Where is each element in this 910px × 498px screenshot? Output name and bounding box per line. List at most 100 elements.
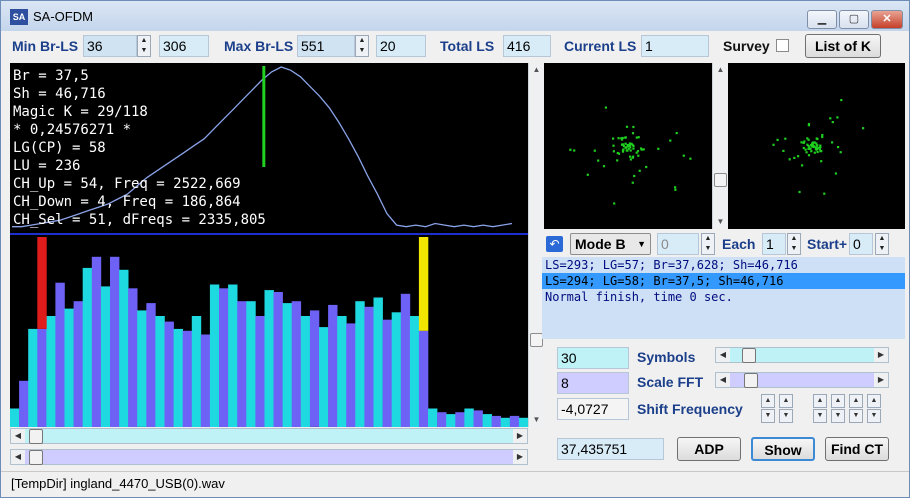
spectrum-bar <box>400 293 411 427</box>
coordinate-value: 37,435751 <box>557 438 664 460</box>
slider-thumb[interactable] <box>29 450 43 465</box>
slider-thumb[interactable] <box>742 348 756 363</box>
scroll-thumb[interactable] <box>530 333 543 347</box>
max-brls-spinner[interactable]: ▲ ▼ <box>355 35 369 57</box>
spin-up-icon[interactable]: ▲ <box>790 235 798 242</box>
shift-down-button[interactable]: ▼ <box>849 409 863 423</box>
show-button[interactable]: Show <box>751 437 815 461</box>
spin-down-icon[interactable]: ▼ <box>140 47 148 54</box>
constellation-point <box>806 137 809 140</box>
log-line[interactable]: Normal finish, time 0 sec. <box>545 290 733 304</box>
spin-up-icon[interactable]: ▲ <box>358 37 366 44</box>
shift-frequency-value[interactable]: -4,0727 <box>557 398 629 420</box>
close-button[interactable]: ✕ <box>871 10 903 29</box>
spectrum-bar <box>164 321 174 427</box>
shift-up-button[interactable]: ▲ <box>761 394 775 408</box>
scroll-down-icon[interactable]: ▼ <box>532 415 541 424</box>
constellation-point <box>839 151 842 154</box>
spin-down-icon[interactable]: ▼ <box>878 245 886 252</box>
shift-down-button[interactable]: ▼ <box>779 409 793 423</box>
back-icon[interactable]: ↶ <box>546 236 563 252</box>
time-slider[interactable]: ◀ ▶ <box>10 428 528 444</box>
shift-up-button[interactable]: ▲ <box>849 394 863 408</box>
scale-fft-value[interactable]: 8 <box>557 372 629 394</box>
constellation-point <box>629 155 632 158</box>
minimize-button[interactable]: ▁ <box>807 10 837 29</box>
constellation-point <box>617 152 621 155</box>
scroll-up-icon[interactable]: ▲ <box>532 65 541 74</box>
spectrum-bar <box>128 288 138 427</box>
spin-down-icon[interactable]: ▼ <box>790 245 798 252</box>
slider-right-icon[interactable]: ▶ <box>513 429 527 443</box>
constellation-point <box>645 165 648 169</box>
spectrum-bar <box>437 412 447 427</box>
constellation-point <box>632 147 635 150</box>
slider-right-icon[interactable]: ▶ <box>874 373 888 387</box>
scroll-thumb[interactable] <box>714 173 727 187</box>
each-input[interactable]: 1 <box>762 233 786 255</box>
spectrum-bar <box>146 303 156 427</box>
shift-up-button[interactable]: ▲ <box>867 394 881 408</box>
constellation-point <box>831 121 834 124</box>
start-input[interactable]: 0 <box>849 233 873 255</box>
each-spinner[interactable]: ▲ ▼ <box>787 233 801 255</box>
chevron-down-icon[interactable]: ▼ <box>637 239 646 249</box>
slider-left-icon[interactable]: ◀ <box>716 373 730 387</box>
log-list[interactable]: LS=293; LG=57; Br=37,628; Sh=46,716 LS=2… <box>542 257 905 339</box>
spin-up-icon[interactable]: ▲ <box>140 37 148 44</box>
constellation-point <box>810 144 813 147</box>
constellation-plot-1 <box>569 106 692 205</box>
list-of-k-button[interactable]: List of K <box>805 34 881 58</box>
constellation-point <box>628 142 631 145</box>
min-brls-spinner[interactable]: ▲ ▼ <box>137 35 151 57</box>
maximize-button[interactable]: ▢ <box>839 10 869 29</box>
slider-right-icon[interactable]: ▶ <box>513 450 527 464</box>
max-brls-input[interactable]: 551 <box>297 35 355 57</box>
shift-down-button[interactable]: ▼ <box>831 409 845 423</box>
symbols-value[interactable]: 30 <box>557 347 629 369</box>
info-line: CH_Down = 4, Freq = 186,864 <box>13 194 241 210</box>
constellation-point <box>776 138 779 141</box>
offset-slider[interactable]: ◀ ▶ <box>10 449 528 465</box>
spectrum-bar <box>173 328 183 427</box>
info-line: * 0,24576271 * <box>13 122 132 138</box>
shift-down-button[interactable]: ▼ <box>761 409 775 423</box>
mode-select[interactable]: Mode B ▼ <box>570 233 651 255</box>
slider-right-icon[interactable]: ▶ <box>874 348 888 362</box>
slider-left-icon[interactable]: ◀ <box>11 450 25 464</box>
adp-button[interactable]: ADP <box>677 437 741 461</box>
scroll-down-icon[interactable]: ▼ <box>716 217 725 226</box>
find-ct-button[interactable]: Find CT <box>825 437 889 461</box>
constellation-point <box>815 147 819 151</box>
constellation-point <box>807 154 811 157</box>
shift-up-button[interactable]: ▲ <box>831 394 845 408</box>
constellation-vscroll[interactable]: ▲ ▼ <box>712 63 728 229</box>
spin-up-icon[interactable]: ▲ <box>704 235 712 242</box>
slider-left-icon[interactable]: ◀ <box>716 348 730 362</box>
scale-fft-slider[interactable]: ◀ ▶ <box>715 372 889 388</box>
shift-up-button[interactable]: ▲ <box>813 394 827 408</box>
log-line[interactable]: LS=293; LG=57; Br=37,628; Sh=46,716 <box>545 258 798 272</box>
mode-number-input[interactable]: 0 <box>657 233 699 255</box>
scroll-up-icon[interactable]: ▲ <box>716 65 725 74</box>
spin-up-icon[interactable]: ▲ <box>878 235 886 242</box>
start-spinner[interactable]: ▲ ▼ <box>875 233 889 255</box>
slider-thumb[interactable] <box>29 429 43 444</box>
constellation-point <box>804 148 807 151</box>
min-brls-input[interactable]: 36 <box>83 35 137 57</box>
slider-left-icon[interactable]: ◀ <box>11 429 25 443</box>
survey-checkbox[interactable] <box>776 39 789 52</box>
log-line-selected[interactable]: LS=294; LG=58; Br=37,5; Sh=46,716 <box>542 273 905 289</box>
spin-down-icon[interactable]: ▼ <box>704 245 712 252</box>
shift-up-button[interactable]: ▲ <box>779 394 793 408</box>
spectrum-vscroll[interactable]: ▲ ▼ <box>528 63 544 427</box>
slider-thumb[interactable] <box>744 373 758 388</box>
spin-down-icon[interactable]: ▼ <box>358 47 366 54</box>
shift-down-button[interactable]: ▼ <box>813 409 827 423</box>
mode-number-spinner[interactable]: ▲ ▼ <box>701 233 715 255</box>
constellation-point <box>629 146 632 149</box>
info-line: CH_Sel = 51, dFreqs = 2335,805 <box>13 212 266 228</box>
shift-down-button[interactable]: ▼ <box>867 409 881 423</box>
red-marker <box>37 237 47 329</box>
symbols-slider[interactable]: ◀ ▶ <box>715 347 889 363</box>
